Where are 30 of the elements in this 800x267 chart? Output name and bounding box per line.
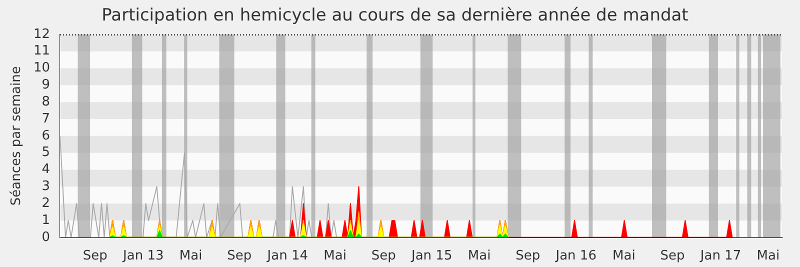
chart-title: Participation en hemicycle au cours de sa dernière année de mandat	[102, 6, 689, 26]
x-tick-label: Jan 14	[266, 248, 308, 264]
x-tick-label: Mai	[179, 248, 202, 264]
y-tick-label: 3	[42, 179, 50, 194]
x-tick-label: Jan 16	[554, 248, 596, 264]
x-tick-label: Mai	[468, 248, 491, 264]
y-tick-label: 9	[42, 78, 50, 93]
x-tick-label: Jan 17	[699, 248, 742, 264]
y-tick-label: 10	[33, 60, 50, 76]
x-tick-label: Jan 15	[410, 248, 452, 264]
y-tick-label: 11	[33, 44, 50, 59]
x-tick-label: Sep	[516, 248, 540, 264]
y-axis-title: Séances par semaine	[9, 66, 24, 206]
x-tick-label: Mai	[612, 248, 636, 264]
y-tick-label: 5	[42, 145, 50, 160]
y-tick-label: 6	[42, 128, 50, 144]
y-tick-label: 4	[42, 162, 50, 178]
x-tick-label: Sep	[82, 248, 108, 264]
y-tick-label: 2	[42, 196, 50, 211]
x-tick-label: Mai	[756, 248, 780, 264]
x-tick-label: Sep	[660, 248, 685, 264]
x-tick-label: Sep	[227, 248, 252, 264]
x-tick-label: Sep	[371, 248, 396, 264]
y-tick-label: 7	[42, 111, 50, 126]
y-tick-label: 12	[33, 26, 50, 42]
y-tick-label: 8	[42, 94, 50, 110]
y-tick-label: 1	[42, 212, 50, 228]
x-tick-label: Jan 13	[122, 248, 164, 264]
y-tick-label: 0	[42, 230, 50, 245]
x-tick-label: Mai	[324, 248, 346, 264]
